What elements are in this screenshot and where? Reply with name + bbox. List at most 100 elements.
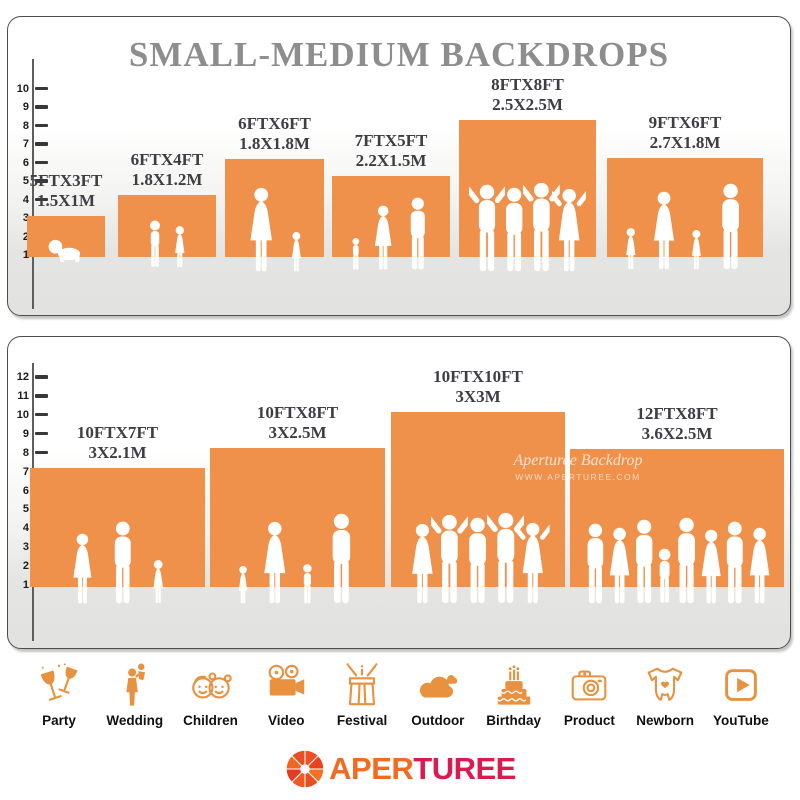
category-label: Outdoor: [411, 713, 465, 728]
party-icon: [36, 662, 82, 708]
size-ft: 8FTX8FT: [491, 75, 564, 95]
ruler-tick-9: 9: [8, 428, 56, 440]
size-m: 1.5X1M: [36, 190, 96, 210]
ruler-tick-5: 5: [8, 175, 56, 187]
size-m: 3X2.5M: [268, 422, 327, 442]
tick-dash: [35, 142, 48, 146]
size-m: 3X2.1M: [88, 442, 147, 462]
backdrop-bar-10ftx7ft: [30, 468, 205, 587]
ruler-tick-9: 9: [8, 101, 56, 113]
category-label: Birthday: [486, 713, 541, 728]
category-label: Party: [42, 713, 76, 728]
size-ft: 6FTX6FT: [238, 114, 311, 134]
ruler-tick-10: 10: [8, 409, 56, 421]
ruler-tick-12: 12: [8, 371, 56, 383]
category-youtube: YouTube: [708, 662, 774, 728]
tick-number: 1: [22, 579, 29, 591]
child-silhouette: [349, 237, 363, 271]
tick-number: 7: [22, 465, 29, 478]
category-video: Video: [253, 662, 319, 728]
tick-number: 6: [22, 484, 29, 497]
category-children: Children: [178, 662, 244, 728]
backdrop-bar-5ftx3ft: [27, 216, 105, 257]
aperture-icon: [284, 748, 326, 790]
category-outdoor: Outdoor: [405, 662, 471, 728]
people-silhouettes: [118, 219, 216, 269]
tick-number: 2: [22, 560, 29, 573]
people-silhouettes: [570, 517, 784, 605]
man-silhouette: [403, 197, 433, 271]
tick-dash: [35, 160, 48, 164]
people-silhouettes: [391, 511, 565, 605]
bar-size-label: 10FTX8FT 3X2.5M: [257, 403, 338, 442]
tick-dash: [35, 123, 48, 127]
woman-silhouette: [68, 533, 97, 605]
tick-dash: [35, 412, 48, 417]
bar-size-label: 9FTX6FT 2.7X1.8M: [649, 113, 722, 152]
man-silhouette: [323, 513, 360, 605]
girl-silhouette: [171, 225, 189, 269]
size-m: 3X3M: [455, 386, 501, 406]
backdrop-bar-8ftx8ft: [459, 120, 596, 257]
people-silhouettes: [607, 183, 763, 271]
girl-silhouette: [688, 229, 705, 271]
category-birthday: Birthday: [481, 662, 547, 728]
category-row: Party Wedding Children Video Festival Outdoor…: [10, 662, 790, 728]
tick-number: 7: [22, 138, 29, 150]
brand-logo: APERTUREE: [0, 748, 800, 790]
bar-size-label: 10FTX10FT 3X3M: [433, 367, 523, 406]
tick-dash: [35, 394, 48, 398]
girl-silhouette: [622, 227, 640, 271]
backdrop-bar-7ftx5ft: [332, 176, 450, 257]
tick-number: 9: [22, 101, 29, 113]
woman-silhouette: [244, 187, 278, 273]
ruler-tick-6: 6: [8, 157, 56, 169]
ruler-tick-10: 10: [8, 83, 56, 95]
panel-small-backdrops: SMALL-MEDIUM BACKDROPS 1 2 3 4 5 6 7 8 9 10 5FTX3…: [7, 16, 791, 316]
category-newborn: Newborn: [632, 662, 698, 728]
people-silhouettes: [210, 513, 385, 605]
tick-dash: [35, 375, 48, 379]
category-festival: Festival: [329, 662, 395, 728]
category-label: YouTube: [713, 713, 769, 728]
girl-silhouette: [149, 559, 167, 605]
size-m: 3.6X2.5M: [641, 423, 713, 443]
brand-name: APERTUREE: [329, 751, 516, 787]
tick-number: 1: [22, 249, 29, 261]
people-silhouettes: [27, 237, 105, 263]
size-ft: 7FTX5FT: [354, 131, 428, 151]
newborn-icon: [642, 662, 688, 708]
tick-dash: [35, 105, 48, 109]
woman-arms-silhouette: [552, 187, 586, 273]
tick-number: 5: [22, 175, 29, 187]
wedding-icon: [112, 662, 158, 708]
category-product: Product: [556, 662, 622, 728]
people-silhouettes: [459, 181, 596, 273]
woman-silhouette: [370, 205, 396, 271]
woman-silhouette: [648, 191, 680, 271]
tick-number: 5: [22, 503, 29, 516]
girl-silhouette: [288, 231, 305, 273]
category-label: Product: [563, 713, 615, 728]
category-party: Party: [26, 662, 92, 728]
ruler-tick-8: 8: [8, 447, 56, 459]
size-ft: 12FTX8FT: [636, 404, 718, 424]
backdrop-bar-12ftx8ft: [570, 449, 784, 587]
tick-dash: [35, 179, 48, 183]
outdoor-icon: [415, 662, 461, 708]
bars-medium: 10FTX7FT 3X2.1M 10FTX8FT 3X2.5M 10FTX10FT 3X3…: [8, 337, 790, 648]
bar-size-label: 12FTX8FT 3.6X2.5M: [636, 404, 717, 443]
ruler-axis: [32, 59, 34, 309]
bar-size-label: 5FTX3FT 1.5X1M: [30, 171, 103, 210]
size-m: 2.5X2.5M: [492, 94, 563, 114]
child-silhouette: [145, 219, 165, 269]
size-m: 2.7X1.8M: [649, 132, 721, 152]
tick-number: 12: [16, 371, 29, 384]
ruler-tick-4: 4: [8, 194, 56, 206]
tick-number: 2: [22, 230, 29, 243]
baby-silhouette: [47, 237, 86, 263]
category-wedding: Wedding: [102, 662, 168, 728]
woman-arms-silhouette: [516, 521, 550, 605]
size-ft: 9FTX6FT: [648, 113, 722, 133]
category-label: Festival: [336, 713, 388, 728]
